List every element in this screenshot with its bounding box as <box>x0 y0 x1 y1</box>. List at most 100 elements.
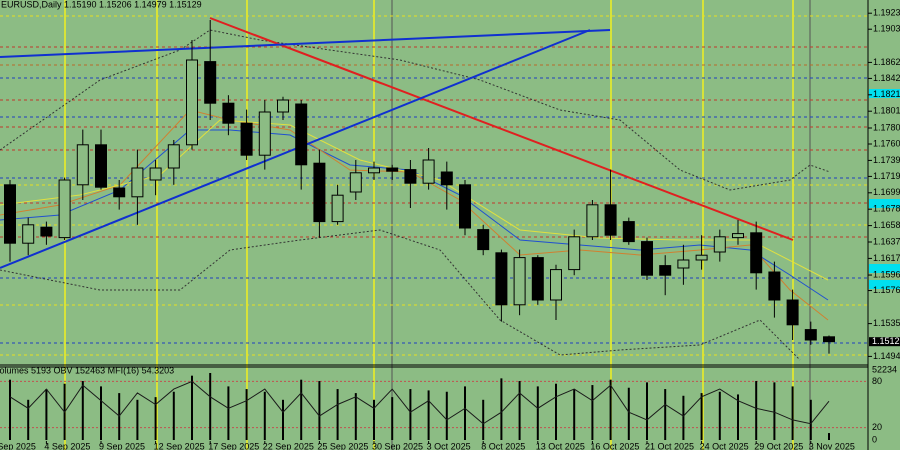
candle-body <box>404 169 417 184</box>
moving-average <box>0 119 829 281</box>
x-tick-label: 29 Oct 2025 <box>754 441 803 450</box>
bollinger-lower <box>0 229 801 361</box>
candle-body <box>695 254 708 261</box>
candle-body <box>76 144 89 186</box>
y-tick-label: 1.15768 <box>873 285 900 295</box>
y-tick-label: 1.15962 <box>873 269 900 279</box>
y-tick-label: 1.19035 <box>873 24 900 34</box>
y-tick-label: 1.18620 <box>873 57 900 67</box>
current-price-box <box>869 337 900 347</box>
x-tick-label: 22 Sep 2025 <box>263 441 314 450</box>
x-tick-label: 16 Oct 2025 <box>590 441 639 450</box>
candle-body <box>823 336 835 343</box>
candle-body <box>622 221 635 243</box>
candle-body <box>659 265 672 276</box>
candle-body <box>204 61 217 104</box>
candle-body <box>477 229 490 251</box>
x-tick-label: 24 Oct 2025 <box>700 441 749 450</box>
candle-body <box>222 102 235 124</box>
y-tick-label: 1.16580 <box>873 220 900 230</box>
price-highlight <box>869 264 900 273</box>
candle-body <box>732 233 744 239</box>
bollinger-upper <box>0 29 831 191</box>
x-tick-label: 4 Sep 2025 <box>44 441 90 450</box>
y-tick-label: 1.15355 <box>873 318 900 328</box>
candle-body <box>495 252 508 306</box>
candle-body <box>349 172 362 193</box>
trend-lines <box>0 17 794 269</box>
candle-body <box>641 241 653 276</box>
x-tick-label: 3 Oct 2025 <box>427 441 471 450</box>
candle-body <box>131 167 144 198</box>
candle-body <box>40 226 53 237</box>
y-tick-label: 0 <box>872 434 877 444</box>
y-tick-label: 1.16990 <box>873 187 900 197</box>
candle-body <box>95 144 107 188</box>
x-tick-label: 12 Sep 2025 <box>154 441 205 450</box>
price-highlight <box>869 199 900 208</box>
candle-body <box>804 329 817 341</box>
candle-body <box>368 167 380 174</box>
moving-average <box>0 109 829 321</box>
candle-body <box>58 179 71 239</box>
candle-body <box>313 162 326 223</box>
price-highlight <box>869 89 900 98</box>
x-tick-label: 25 Sep 2025 <box>317 441 368 450</box>
y-tick-label: 1.18215 <box>873 89 900 99</box>
y-tick-label: 1.18420 <box>873 73 900 83</box>
y-tick-label: 1.14945 <box>873 351 900 361</box>
candle-body <box>22 224 35 244</box>
x-tick-label: 21 Oct 2025 <box>645 441 694 450</box>
candle-body <box>113 187 126 198</box>
candle-body <box>550 269 562 301</box>
y-tick-label: 1.17800 <box>873 122 900 132</box>
candle-body <box>459 184 471 229</box>
candle-body <box>586 204 599 238</box>
current-price-label: 1.15129 <box>872 336 900 346</box>
y-tick-label: 1.17395 <box>873 155 900 165</box>
y-tick-label: 52234 <box>872 364 897 374</box>
price-highlight <box>869 280 900 289</box>
y-tick-label: 1.17195 <box>873 171 900 181</box>
candle-body <box>149 167 162 181</box>
candle-body <box>331 194 344 223</box>
candle-body <box>186 59 198 146</box>
mfi-line <box>9 380 830 425</box>
y-tick-label: 1.19235 <box>873 8 900 18</box>
candle-body <box>677 259 690 269</box>
x-tick-label: 17 Sep 2025 <box>208 441 259 450</box>
candle-body <box>786 299 799 326</box>
candle-body <box>4 184 16 244</box>
x-tick-label: 8 Oct 2025 <box>481 441 525 450</box>
candle-body <box>713 236 726 253</box>
moving-average <box>0 129 829 301</box>
candle-body <box>531 257 544 301</box>
x-tick-label: 9 Sep 2025 <box>99 441 145 450</box>
y-tick-label: 1.16170 <box>873 253 900 263</box>
y2-tick-label: 20 <box>872 422 882 432</box>
indicator-title: Volumes 5193 OBV 152463 MFI(16) 54.3203 <box>0 365 174 375</box>
candle-body <box>277 99 289 113</box>
y-tick-label: 1.16785 <box>873 204 900 214</box>
candle-body <box>440 171 453 186</box>
candle-body <box>422 159 435 184</box>
x-tick-label: 13 Oct 2025 <box>536 441 585 450</box>
candle-body <box>167 144 180 169</box>
x-tick-label: 30 Sep 2025 <box>372 441 423 450</box>
y-tick-label: 1.17600 <box>873 138 900 148</box>
y-tick-label: 1.18010 <box>873 106 900 116</box>
x-tick-label: 3 Nov 2025 <box>809 441 855 450</box>
candle-body <box>513 257 526 306</box>
y-tick-label: 1.16375 <box>873 236 900 246</box>
candle-body <box>240 122 253 156</box>
y2-tick-label: 80 <box>872 376 882 386</box>
candle-body <box>386 167 399 172</box>
candle-body <box>768 271 781 301</box>
x-tick-label: 1 Sep 2025 <box>0 441 36 450</box>
candle-body <box>604 204 617 236</box>
chart-title: EURUSD,Daily 1.15190 1.15206 1.14979 1.1… <box>1 0 202 9</box>
candle-body <box>258 111 271 156</box>
fibonacci-levels <box>0 15 868 356</box>
candle-body <box>568 236 581 271</box>
